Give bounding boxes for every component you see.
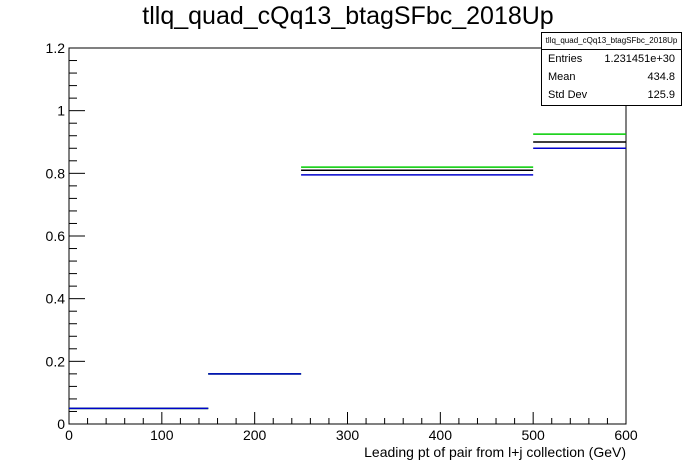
x-tick-label: 0 xyxy=(65,427,73,443)
y-tick-label: 1 xyxy=(57,103,65,119)
y-tick-label: 1.2 xyxy=(46,40,66,56)
x-tick-label: 500 xyxy=(521,427,545,443)
histogram-series xyxy=(69,133,626,410)
stats-row-entries: Entries 1.231451e+30 xyxy=(542,50,681,68)
x-tick-label: 300 xyxy=(336,427,360,443)
x-tick-label: 600 xyxy=(614,427,638,443)
stats-label: Std Dev xyxy=(548,89,588,101)
stats-row-mean: Mean 434.8 xyxy=(542,68,681,86)
y-tick-label: 0.6 xyxy=(46,228,66,244)
x-tick-label: 200 xyxy=(243,427,267,443)
chart-title: tllq_quad_cQq13_btagSFbc_2018Up xyxy=(142,2,554,30)
stats-label: Mean xyxy=(548,71,576,83)
stats-value: 125.9 xyxy=(647,89,675,101)
y-tick-label: 0.2 xyxy=(46,353,66,369)
x-tick-label: 400 xyxy=(429,427,453,443)
x-axis-label: Leading pt of pair from l+j collection (… xyxy=(364,444,626,460)
stats-box-name: tllq_quad_cQq13_btagSFbc_2018Up xyxy=(542,33,681,50)
stats-row-stddev: Std Dev 125.9 xyxy=(542,86,681,104)
y-tick-label: 0.8 xyxy=(46,165,66,181)
stats-box: tllq_quad_cQq13_btagSFbc_2018Up Entries … xyxy=(541,32,682,106)
stats-value: 1.231451e+30 xyxy=(604,53,675,65)
stats-label: Entries xyxy=(548,53,583,65)
y-tick-label: 0.4 xyxy=(46,291,66,307)
y-tick-label: 0 xyxy=(57,416,65,432)
stats-value: 434.8 xyxy=(647,71,675,83)
x-tick-label: 100 xyxy=(150,427,174,443)
axes: 0 0.2 0.4 0.6 0.8 1 1.2 0 100 200 300 400 500 600 xyxy=(46,40,638,443)
